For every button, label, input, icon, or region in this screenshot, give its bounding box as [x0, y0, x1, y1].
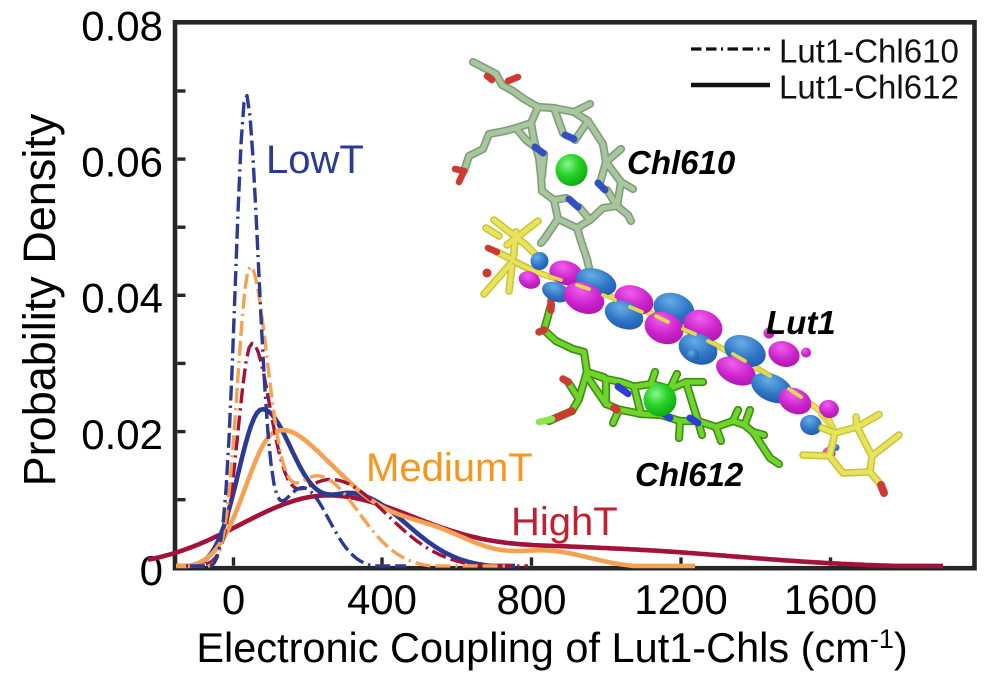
svg-text:1200: 1200: [634, 576, 727, 623]
svg-text:0.06: 0.06: [81, 139, 163, 186]
svg-text:800: 800: [496, 576, 566, 623]
svg-text:400: 400: [347, 576, 417, 623]
svg-text:Lut1-Chl610: Lut1-Chl610: [779, 33, 959, 70]
svg-text:0: 0: [140, 547, 163, 594]
svg-text:Chl610: Chl610: [627, 144, 736, 181]
svg-text:Lut1: Lut1: [766, 304, 836, 341]
svg-text:Electronic Coupling of Lut1-Ch: Electronic Coupling of Lut1-Chls (cm-1): [196, 624, 907, 671]
svg-text:0.08: 0.08: [81, 3, 163, 50]
svg-text:MediumT: MediumT: [366, 446, 533, 490]
svg-text:1600: 1600: [784, 576, 877, 623]
svg-text:Probability Density: Probability Density: [14, 113, 65, 486]
svg-text:Chl612: Chl612: [635, 456, 744, 493]
svg-text:0: 0: [222, 576, 245, 623]
svg-text:LowT: LowT: [266, 138, 364, 182]
svg-text:HighT: HighT: [511, 500, 618, 544]
svg-text:0.02: 0.02: [81, 411, 163, 458]
svg-text:0.04: 0.04: [81, 275, 163, 322]
svg-text:Lut1-Chl612: Lut1-Chl612: [779, 69, 959, 106]
